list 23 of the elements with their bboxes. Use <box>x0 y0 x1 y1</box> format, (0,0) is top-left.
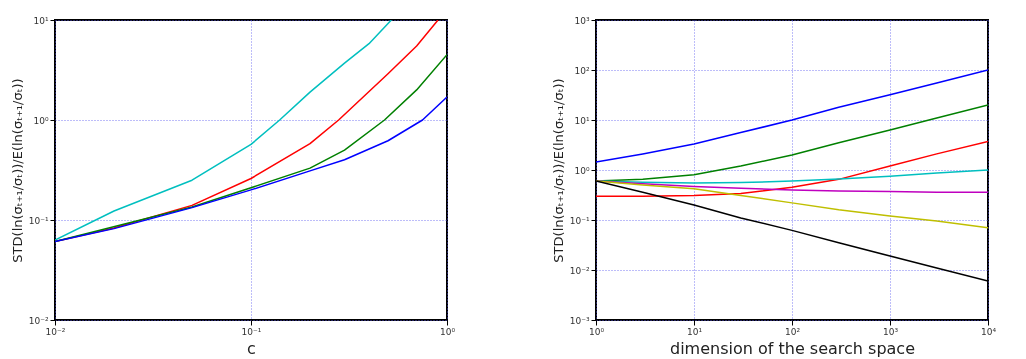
x-tick-label: 10² <box>784 326 801 337</box>
y-tick-label: 10³ <box>574 15 590 26</box>
x-tick-label: 10¹ <box>686 326 703 337</box>
y-axis-title: STD(ln(σₜ₊₁/σₜ))/E(ln(σₜ₊₁/σₜ)) <box>9 78 25 263</box>
y-tick-label: 10⁻³ <box>569 315 590 326</box>
y-tick-label: 10¹ <box>33 15 49 26</box>
x-tick-label: 10⁻¹ <box>241 326 262 337</box>
x-tick-label: 10⁰ <box>439 326 456 337</box>
x-tick-label: 10⁻² <box>45 326 66 337</box>
x-axis-title: dimension of the search space <box>670 338 915 358</box>
y-tick-label: 10² <box>574 65 590 76</box>
y-tick-label: 10⁻¹ <box>569 215 590 226</box>
x-tick-label: 10⁴ <box>980 326 997 337</box>
y-tick-label: 10⁻² <box>28 315 49 326</box>
y-tick-label: 10¹ <box>574 115 590 126</box>
x-tick-label: 10⁰ <box>588 326 605 337</box>
x-tick-label: 10³ <box>882 326 899 337</box>
y-tick-label: 10⁰ <box>574 165 590 176</box>
y-axis-title: STD(ln(σₜ₊₁/σₜ))/E(ln(σₜ₊₁/σₜ)) <box>550 78 566 263</box>
y-tick-label: 10⁻² <box>569 265 590 276</box>
y-tick-label: 10⁰ <box>33 115 49 126</box>
x-axis-title: c <box>247 338 256 358</box>
y-tick-label: 10⁻¹ <box>28 215 49 226</box>
